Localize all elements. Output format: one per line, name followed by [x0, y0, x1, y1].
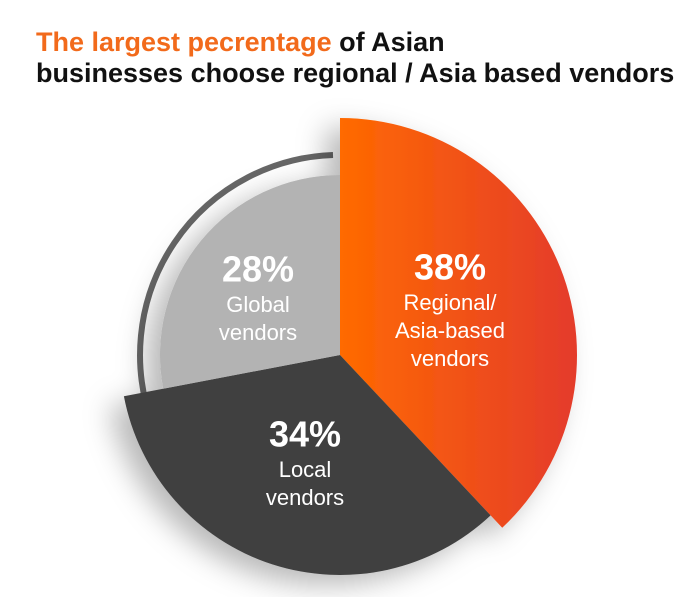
decor-ring — [137, 152, 334, 425]
category-label: Regional/ — [404, 290, 498, 315]
value-label: 28% — [222, 249, 294, 290]
title-part: of Asian — [339, 27, 445, 57]
category-label: Local — [279, 457, 332, 482]
title-highlight: The largest pecrentage — [36, 27, 332, 57]
pie — [123, 118, 577, 575]
pie-slice — [123, 355, 491, 575]
category-label: Asia-based — [395, 318, 505, 343]
value-label: 38% — [414, 247, 486, 288]
category-label: vendors — [266, 485, 344, 510]
category-label: vendors — [219, 320, 297, 345]
category-label: vendors — [411, 346, 489, 371]
pie-slice — [340, 118, 577, 528]
value-label: 34% — [269, 414, 341, 455]
pie-slice — [160, 175, 340, 389]
chart-title: The largest pecrentage of Asian — [36, 27, 445, 57]
labels: 38%Regional/Asia-based vendors 34%Local ven… — [219, 247, 505, 510]
chart-title-line: businesses choose regional / Asia based … — [36, 58, 674, 88]
category-label: Global — [226, 292, 290, 317]
